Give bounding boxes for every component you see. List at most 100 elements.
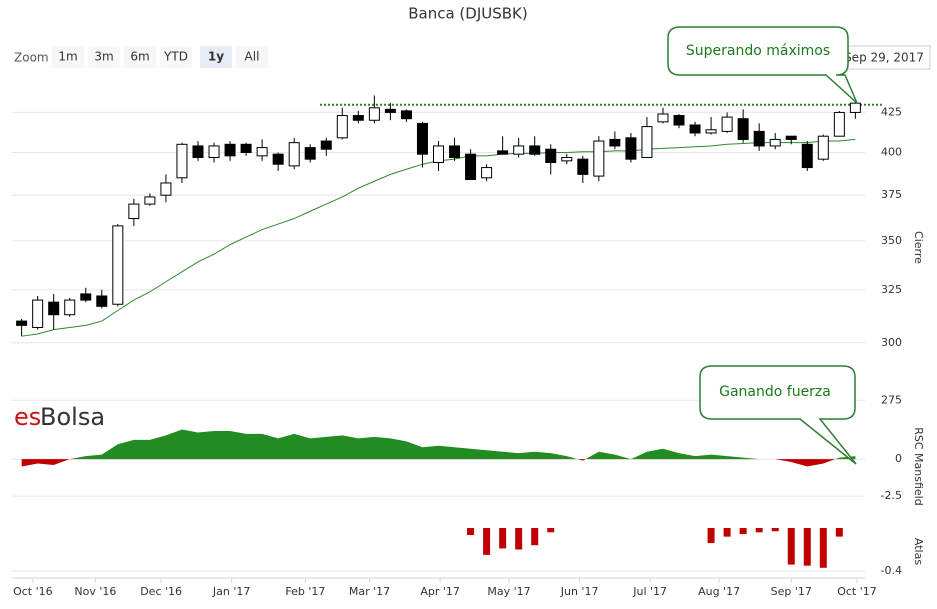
candle-body xyxy=(561,157,573,162)
candle-body xyxy=(497,150,509,155)
range-button[interactable] xyxy=(160,46,192,68)
x-tick-label: Apr '17 xyxy=(420,585,460,598)
range-button-label: YTD xyxy=(163,50,188,64)
x-tick-label: Aug '17 xyxy=(698,585,740,598)
candle-body xyxy=(416,122,428,155)
candle-body xyxy=(304,147,316,160)
range-button-label: 1y xyxy=(208,50,224,64)
bar xyxy=(771,528,779,532)
candle-body xyxy=(529,145,541,155)
candle-body xyxy=(481,167,493,179)
x-tick-label: Dec '16 xyxy=(140,585,182,598)
candle-body xyxy=(160,182,172,196)
bar xyxy=(515,528,523,550)
candle-body xyxy=(769,138,781,147)
bar xyxy=(835,528,843,537)
range-button[interactable] xyxy=(124,46,156,68)
range-button-label: 1m xyxy=(58,50,77,64)
candle-body xyxy=(689,124,701,134)
x-tick-label: Jun '17 xyxy=(560,585,599,598)
candle-body xyxy=(224,143,236,157)
candle-body xyxy=(48,301,60,316)
candle-body xyxy=(737,118,749,140)
bar xyxy=(787,528,795,565)
candle-body xyxy=(112,225,124,305)
callout xyxy=(667,26,858,104)
x-tick-label: Jan '17 xyxy=(212,585,250,598)
y-tick-label: 425 xyxy=(881,105,902,118)
candle-body xyxy=(449,145,461,159)
x-tick-label: Jul '17 xyxy=(632,585,667,598)
candle-body xyxy=(16,320,28,326)
candle-body xyxy=(849,102,861,113)
y-tick-label: -0.4 xyxy=(881,564,902,577)
candle-body xyxy=(641,126,653,159)
candle-body xyxy=(368,107,380,121)
candle-body xyxy=(336,115,348,139)
bar xyxy=(499,528,507,549)
candle-body xyxy=(833,111,845,137)
x-tick-label: Oct '16 xyxy=(13,585,53,598)
candle-body xyxy=(192,145,204,159)
candle-body xyxy=(705,129,717,134)
area-positive xyxy=(70,429,856,459)
date-text: Sep 29, 2017 xyxy=(844,51,924,65)
candle-body xyxy=(144,196,156,205)
x-tick-label: Mar '17 xyxy=(349,585,390,598)
bar xyxy=(483,528,491,555)
bar xyxy=(467,528,475,535)
range-button-label: 6m xyxy=(130,50,149,64)
bar xyxy=(547,528,555,533)
zoom-label: Zoom xyxy=(14,51,49,65)
y-axis-title: Cierre xyxy=(912,231,925,264)
candle-body xyxy=(272,153,284,165)
candle-body xyxy=(721,116,733,132)
candle-body xyxy=(288,142,300,167)
bar xyxy=(707,528,715,544)
candle-body xyxy=(384,108,396,113)
y-tick-label: 375 xyxy=(881,188,902,201)
bar xyxy=(755,528,763,533)
y-tick-label: 300 xyxy=(881,336,902,349)
candle-body xyxy=(593,140,605,177)
candle-body xyxy=(433,145,444,164)
range-button[interactable] xyxy=(236,46,268,68)
x-tick-label: May '17 xyxy=(487,585,530,598)
candle-body xyxy=(513,145,525,155)
candle-body xyxy=(673,115,685,126)
logo-name: Bolsa xyxy=(40,403,105,431)
candle-body xyxy=(240,143,252,154)
candle-body xyxy=(465,153,477,181)
y-tick-label: -2.5 xyxy=(881,489,902,502)
candle-body xyxy=(176,143,188,179)
candle-body xyxy=(96,295,108,307)
y-tick-label: 400 xyxy=(881,146,902,159)
y-tick-label: 350 xyxy=(881,234,902,247)
bar xyxy=(739,528,747,535)
range-button[interactable] xyxy=(52,46,84,68)
y-tick-label: 0 xyxy=(895,452,902,465)
range-button[interactable] xyxy=(88,46,120,68)
candle-body xyxy=(32,299,44,329)
candle-body xyxy=(625,137,637,160)
x-tick-label: Feb '17 xyxy=(285,585,325,598)
candle-body xyxy=(320,140,332,150)
candle-body xyxy=(64,299,76,316)
candle-body xyxy=(801,143,813,169)
range-button[interactable] xyxy=(200,46,232,68)
candle-body xyxy=(609,138,621,147)
chart-title: Banca (DJUSBK) xyxy=(408,5,528,23)
candle-body xyxy=(128,203,140,220)
x-tick-label: Sep '17 xyxy=(771,585,812,598)
bar xyxy=(819,528,827,568)
candle-body xyxy=(400,110,412,120)
bar xyxy=(723,528,731,537)
logo-prefix: es xyxy=(14,403,41,431)
candle-body xyxy=(753,130,765,147)
y-tick-label: 325 xyxy=(881,283,902,296)
range-button-label: 3m xyxy=(94,50,113,64)
candle-body xyxy=(208,145,220,159)
x-tick-label: Oct '17 xyxy=(837,585,877,598)
candle-body xyxy=(577,158,589,175)
candle-body xyxy=(785,135,797,140)
